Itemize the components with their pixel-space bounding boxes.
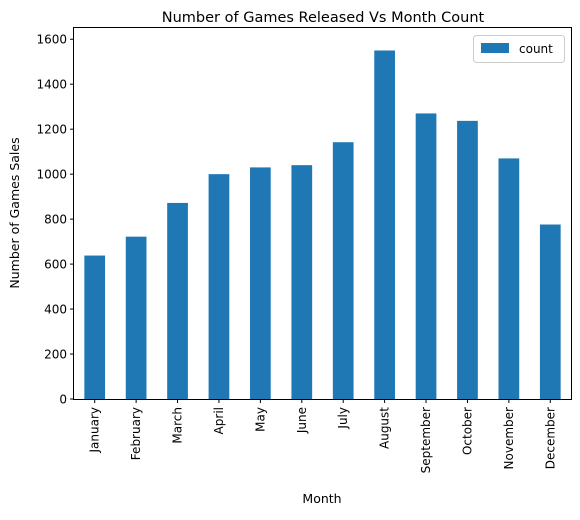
x-tick-label: March: [171, 407, 185, 444]
x-tick-label: December: [543, 407, 557, 469]
y-tick-label: 400: [44, 303, 67, 317]
y-tick-label: 800: [44, 213, 67, 227]
x-tick-label: July: [336, 407, 350, 430]
y-tick-label: 1000: [36, 168, 67, 182]
x-tick-label: June: [295, 407, 309, 434]
legend: count: [473, 35, 565, 63]
x-tick-label: April: [212, 407, 226, 434]
plot-area-frame: [73, 27, 572, 400]
chart-title: Number of Games Released Vs Month Count: [162, 10, 485, 26]
x-tick-label: November: [502, 407, 516, 469]
bar-october: [457, 120, 478, 400]
bar-march: [167, 202, 188, 399]
legend-label-count: count: [519, 42, 553, 56]
bar-june: [291, 165, 313, 399]
x-axis-ticks: January February March April May June July Augu…: [88, 399, 557, 473]
x-tick-label: October: [460, 407, 474, 455]
y-tick-label: 1200: [36, 123, 67, 137]
bar-april: [208, 174, 230, 399]
x-tick-label: August: [378, 407, 392, 449]
bar-february: [125, 236, 147, 399]
bar-january: [84, 255, 106, 399]
legend-box: [473, 35, 565, 63]
x-tick-label: May: [253, 407, 267, 432]
x-axis-label: Month: [302, 491, 341, 506]
bars-group: [84, 50, 561, 400]
y-tick-label: 1600: [36, 33, 67, 47]
y-axis-ticks: 0 200 400 600 800 1000 1200 1400 1600: [36, 33, 74, 407]
x-tick-label: February: [129, 407, 143, 460]
bar-december: [539, 224, 561, 399]
x-tick-label: January: [88, 407, 102, 454]
y-axis-label: Number of Games Sales: [7, 137, 22, 288]
legend-swatch-count: [481, 43, 509, 53]
bar-november: [498, 158, 520, 399]
bar-september: [415, 113, 437, 399]
x-tick-label: September: [419, 407, 433, 473]
y-tick-label: 0: [59, 393, 67, 407]
y-tick-label: 1400: [36, 78, 67, 92]
bar-may: [250, 167, 271, 399]
bar-august: [374, 50, 395, 399]
y-tick-label: 600: [44, 258, 67, 272]
bar-july: [332, 142, 354, 399]
y-tick-label: 200: [44, 348, 67, 362]
